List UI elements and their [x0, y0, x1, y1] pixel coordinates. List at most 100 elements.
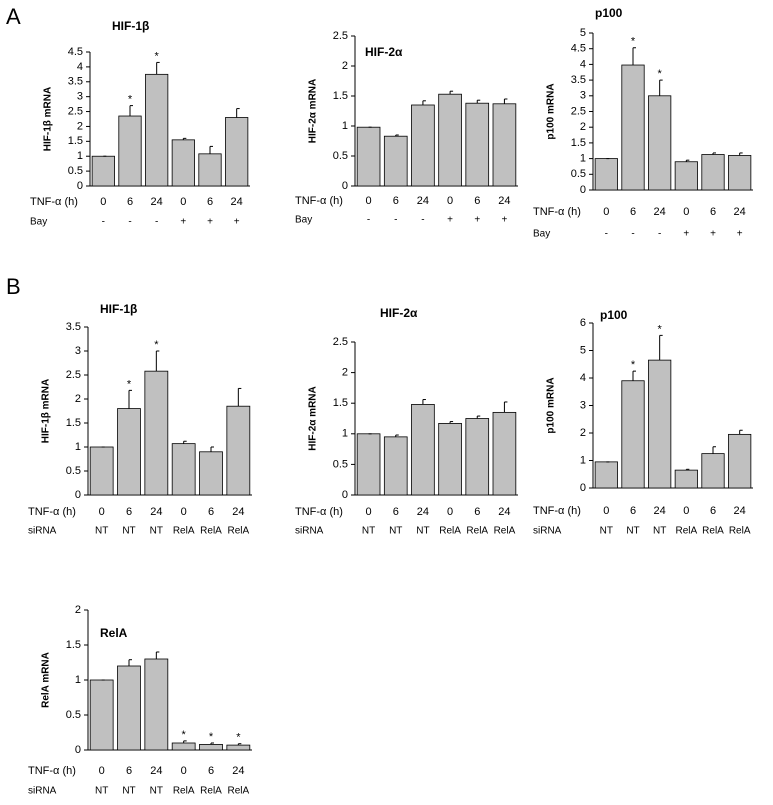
x-axis-label: TNF-α (h) [295, 195, 343, 207]
y-tick-label: 3.5 [571, 74, 586, 86]
y-tick-label: 3.5 [66, 321, 81, 333]
group-label: siRNA [533, 526, 562, 537]
group-value: NT [95, 526, 108, 537]
y-tick-label: 1.5 [68, 135, 83, 147]
x-tick-label: 24 [417, 195, 429, 207]
bar [117, 665, 141, 751]
bar [226, 405, 251, 496]
y-tick-label: 4.5 [68, 46, 83, 58]
bar [383, 436, 408, 496]
x-tick-label: 6 [126, 506, 132, 518]
group-value: RelA [439, 526, 461, 537]
y-tick-label: 1 [75, 441, 81, 453]
x-tick-label: 0 [447, 195, 453, 207]
significance-star: * [631, 36, 636, 48]
y-tick-label: 4.5 [571, 43, 586, 55]
x-tick-label: 0 [683, 206, 689, 218]
bar [728, 155, 752, 191]
group-label: Bay [295, 215, 312, 226]
y-tick-label: 1 [580, 454, 586, 466]
bar [674, 161, 698, 191]
group-value: + [474, 215, 480, 226]
y-tick-label: 0.5 [66, 709, 81, 721]
y-tick-label: 2.5 [333, 336, 348, 348]
y-tick-label: 0 [77, 180, 83, 192]
chart-title: HIF-2α [365, 45, 403, 59]
x-tick-label: 24 [734, 505, 746, 517]
group-value: - [631, 229, 634, 240]
x-tick-label: 0 [603, 505, 609, 517]
group-value: RelA [200, 786, 222, 797]
group-value: + [710, 229, 716, 240]
x-tick-label: 6 [710, 206, 716, 218]
group-value: RelA [173, 786, 195, 797]
bar [356, 433, 381, 496]
x-tick-label: 0 [99, 506, 105, 518]
group-value: NT [653, 526, 666, 537]
y-axis-label: HIF-2α mRNA [308, 79, 319, 143]
y-tick-label: 1 [580, 153, 586, 165]
y-tick-label: 2 [75, 393, 81, 405]
x-tick-label: 0 [180, 196, 186, 208]
y-tick-label: 2.5 [68, 105, 83, 117]
group-value: - [128, 217, 131, 228]
significance-star: * [631, 359, 636, 371]
x-axis-label: TNF-α (h) [30, 196, 78, 208]
y-tick-label: 0 [342, 180, 348, 192]
y-tick-label: 1.5 [333, 397, 348, 409]
group-value: NT [362, 526, 375, 537]
y-tick-label: 2 [342, 60, 348, 72]
y-tick-label: 0.5 [68, 165, 83, 177]
x-tick-label: 24 [654, 206, 666, 218]
y-tick-label: 0 [342, 489, 348, 501]
chart-title: p100 [600, 308, 628, 322]
group-label: Bay [30, 217, 47, 228]
x-tick-label: 0 [99, 765, 105, 777]
x-tick-label: 6 [630, 505, 636, 517]
bar [701, 453, 725, 489]
x-tick-label: 0 [366, 195, 372, 207]
y-tick-label: 0 [75, 489, 81, 501]
group-value: RelA [729, 526, 751, 537]
group-value: NT [626, 526, 639, 537]
x-tick-label: 0 [683, 505, 689, 517]
x-tick-label: 24 [150, 765, 162, 777]
bar [117, 408, 141, 496]
y-tick-label: 5 [580, 344, 586, 356]
y-tick-label: 2 [342, 367, 348, 379]
x-axis-label: TNF-α (h) [295, 506, 343, 518]
significance-star: * [658, 323, 663, 335]
significance-star: * [154, 339, 159, 351]
y-tick-label: 3.5 [68, 76, 83, 88]
group-value: + [683, 229, 689, 240]
significance-star: * [658, 68, 663, 80]
y-tick-label: 1 [75, 674, 81, 686]
group-value: - [102, 217, 105, 228]
chart-title: HIF-1β [112, 19, 149, 33]
panel-label: A [6, 4, 21, 29]
chart-title: p100 [595, 6, 623, 20]
y-tick-label: 3 [580, 399, 586, 411]
bar [648, 359, 672, 489]
bar [171, 443, 196, 496]
x-tick-label: 6 [474, 506, 480, 518]
x-tick-label: 24 [231, 196, 243, 208]
group-value: NT [122, 786, 135, 797]
y-tick-label: 3 [75, 345, 81, 357]
chart-title: RelA [100, 626, 128, 640]
y-tick-label: 0.5 [66, 465, 81, 477]
bar [89, 679, 114, 751]
bar [438, 93, 462, 187]
y-axis-label: HIF-1β mRNA [43, 87, 54, 151]
bar [383, 135, 408, 187]
group-value: NT [150, 526, 163, 537]
bar [411, 404, 435, 496]
bar [144, 370, 169, 496]
group-value: RelA [227, 526, 249, 537]
x-axis-label: TNF-α (h) [28, 506, 76, 518]
y-tick-label: 2.5 [66, 369, 81, 381]
group-value: - [155, 217, 158, 228]
x-tick-label: 24 [150, 506, 162, 518]
group-value: + [234, 217, 240, 228]
x-tick-label: 6 [208, 506, 214, 518]
